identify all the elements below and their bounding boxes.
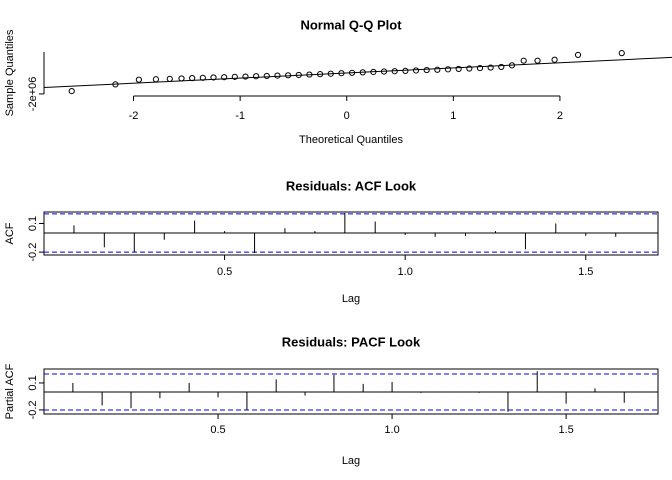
y-axis-label: Partial ACF <box>4 363 16 419</box>
point <box>210 74 217 81</box>
x-tick-label: 0.5 <box>210 424 225 436</box>
point <box>263 72 270 80</box>
x-tick-label: -1 <box>235 110 245 122</box>
point <box>476 64 484 72</box>
x-tick-label: 1.5 <box>578 266 593 278</box>
point <box>391 68 398 75</box>
point <box>370 68 377 76</box>
x-tick-label: 2 <box>557 110 563 122</box>
x-axis-label: Lag <box>342 455 360 467</box>
point <box>359 69 366 76</box>
point <box>551 56 558 63</box>
point <box>574 51 582 59</box>
y-axis-label: ACF <box>4 222 16 244</box>
point <box>338 70 345 77</box>
chart-title: Residuals: PACF Look <box>282 334 421 349</box>
point <box>253 73 260 80</box>
point <box>444 66 452 73</box>
point <box>618 50 625 57</box>
point <box>274 72 281 79</box>
point <box>68 87 75 95</box>
x-tick-label: -2 <box>129 110 139 122</box>
point <box>348 69 356 76</box>
x-tick-label: 1.5 <box>558 424 573 436</box>
point <box>423 66 430 74</box>
chart-title: Normal Q-Q Plot <box>300 17 402 32</box>
point <box>135 76 142 83</box>
point <box>412 67 420 74</box>
point <box>380 68 388 75</box>
point <box>285 72 292 79</box>
x-tick-label: 0.5 <box>217 266 232 278</box>
point <box>520 57 527 64</box>
y-axis-label: Sample Quantiles <box>4 29 16 116</box>
point <box>189 75 196 82</box>
point <box>112 81 119 88</box>
y-tick-label: 0.1 <box>27 375 39 390</box>
reference-line <box>43 56 672 89</box>
point <box>221 74 228 81</box>
point <box>402 67 409 75</box>
point <box>242 73 249 80</box>
x-axis-label: Theoretical Quantiles <box>299 134 403 146</box>
x-tick-label: 1.0 <box>384 424 399 436</box>
point <box>327 70 334 77</box>
point <box>178 75 185 82</box>
x-tick-label: 0 <box>344 110 350 122</box>
x-axis-label: Lag <box>342 293 360 305</box>
point <box>231 73 238 80</box>
point <box>316 71 324 78</box>
y-tick-label: -0.2 <box>27 400 39 419</box>
point <box>466 65 473 72</box>
point <box>534 57 541 64</box>
point <box>199 74 206 81</box>
point <box>152 76 160 83</box>
y-tick-label: -2e+06 <box>27 77 39 112</box>
point <box>487 64 494 71</box>
point <box>508 62 516 69</box>
point <box>498 63 505 71</box>
point <box>434 66 441 73</box>
y-tick-label: -0.2 <box>27 243 39 262</box>
x-tick-label: 1.0 <box>398 266 413 278</box>
point <box>295 71 302 79</box>
x-tick-label: 1 <box>450 110 456 122</box>
point <box>455 65 462 73</box>
point <box>306 71 313 78</box>
point <box>166 75 173 82</box>
y-tick-label: 0.1 <box>27 216 39 231</box>
chart-title: Residuals: ACF Look <box>286 178 417 193</box>
